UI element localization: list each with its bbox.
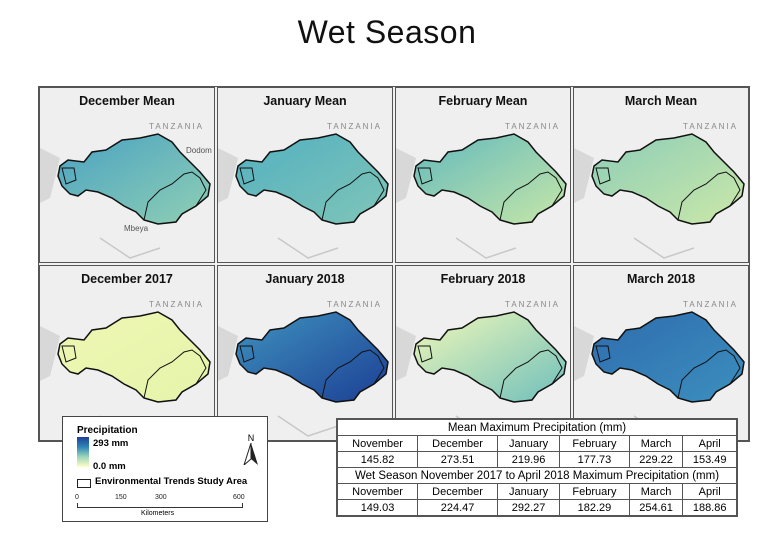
town-label-mbeya: Mbeya xyxy=(124,224,149,233)
north-label: N xyxy=(247,433,255,443)
country-label: TANZANIA xyxy=(149,122,204,131)
map-panel-grid: December Mean TANZANIA Dodom Mbeya January M… xyxy=(38,86,750,442)
table-value-cell: 254.61 xyxy=(628,499,684,516)
map-panel: January 2018 TANZANIA xyxy=(217,265,393,441)
country-label: TANZANIA xyxy=(505,122,560,131)
country-label: TANZANIA xyxy=(327,122,382,131)
map-panel: January Mean TANZANIA xyxy=(217,87,393,263)
table-value-cell: 177.73 xyxy=(559,451,630,468)
country-label: TANZANIA xyxy=(683,300,738,309)
panel-title: December 2017 xyxy=(81,272,173,286)
table-header-cell: January xyxy=(497,483,561,500)
precipitation-map xyxy=(218,311,389,437)
table-value-cell: 182.29 xyxy=(559,499,630,516)
panel-title: December Mean xyxy=(79,94,175,108)
scale-tick-300: 300 xyxy=(155,494,167,501)
panel-title: February Mean xyxy=(438,94,528,108)
country-label: TANZANIA xyxy=(505,300,560,309)
table-header-cell: March xyxy=(628,435,684,452)
panel-title: January Mean xyxy=(263,94,347,108)
table-value-cell: 145.82 xyxy=(336,451,419,468)
scale-tick-600: 600 xyxy=(233,494,245,501)
table-value-cell: 292.27 xyxy=(497,499,561,516)
precipitation-map xyxy=(218,133,389,259)
country-label: TANZANIA xyxy=(149,300,204,309)
panel-title: March Mean xyxy=(624,94,698,108)
map-panel: December 2017 TANZANIA xyxy=(39,265,215,441)
table-value-cell: 188.86 xyxy=(682,499,737,516)
precipitation-map xyxy=(396,311,567,437)
table-value-cell: 219.96 xyxy=(497,451,561,468)
table-header-cell: April xyxy=(682,435,737,452)
precipitation-tables: Mean Maximum Precipitation (mm) November… xyxy=(336,418,738,517)
study-area-label: Environmental Trends Study Area xyxy=(95,476,248,487)
panel-title: February 2018 xyxy=(440,272,526,286)
map-panel: December Mean TANZANIA Dodom Mbeya xyxy=(39,87,215,263)
table-header-cell: April xyxy=(682,483,737,500)
table-header-cell: November xyxy=(336,435,419,452)
legend-title: Precipitation xyxy=(77,425,138,436)
map-panel: March Mean TANZANIA xyxy=(573,87,749,263)
table1-caption: Mean Maximum Precipitation (mm) xyxy=(337,419,737,436)
map-panel: February Mean TANZANIA xyxy=(395,87,571,263)
table-value-cell: 224.47 xyxy=(417,499,499,516)
table-value-cell: 273.51 xyxy=(417,451,499,468)
scale-bar xyxy=(77,503,243,508)
precipitation-map xyxy=(40,311,211,437)
table-value-cell: 229.22 xyxy=(628,451,684,468)
panel-title: January 2018 xyxy=(265,272,345,286)
table2-caption: Wet Season November 2017 to April 2018 M… xyxy=(337,467,737,484)
table-header-cell: February xyxy=(559,483,630,500)
table-header-cell: January xyxy=(497,435,561,452)
north-arrow-icon: N xyxy=(242,433,259,467)
town-label-dodoma: Dodom xyxy=(186,146,212,155)
precipitation-map xyxy=(396,133,567,259)
table-header-cell: March xyxy=(628,483,684,500)
country-label: TANZANIA xyxy=(683,122,738,131)
legend-high-value: 293 mm xyxy=(93,438,129,449)
scale-units: Kilometers xyxy=(141,510,175,517)
study-area-symbol xyxy=(77,479,91,488)
map-legend: Precipitation 293 mm 0.0 mm Environmenta… xyxy=(62,416,268,522)
map-panel: February 2018 TANZANIA xyxy=(395,265,571,441)
page-title: Wet Season xyxy=(297,14,477,50)
table-header-cell: December xyxy=(417,483,499,500)
scale-tick-0: 0 xyxy=(75,494,79,501)
table-header-cell: December xyxy=(417,435,499,452)
table-header-cell: November xyxy=(336,483,419,500)
precipitation-map xyxy=(40,133,211,259)
table-value-cell: 153.49 xyxy=(682,451,737,468)
precipitation-color-ramp xyxy=(77,437,89,467)
precipitation-map xyxy=(574,311,745,437)
table-header-cell: February xyxy=(559,435,630,452)
panel-title: March 2018 xyxy=(626,272,696,286)
legend-low-value: 0.0 mm xyxy=(93,461,126,472)
map-panel: March 2018 TANZANIA xyxy=(573,265,749,441)
table-value-cell: 149.03 xyxy=(336,499,419,516)
scale-tick-150: 150 xyxy=(115,494,127,501)
precipitation-map xyxy=(574,133,745,259)
country-label: TANZANIA xyxy=(327,300,382,309)
